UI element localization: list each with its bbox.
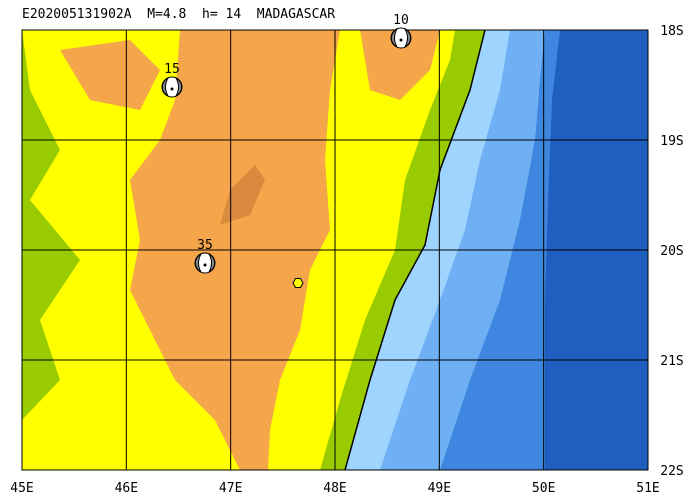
focal-mechanism: 15	[161, 62, 183, 98]
lon-label: 47E	[219, 481, 242, 496]
lat-label: 21S	[660, 354, 683, 369]
p-axis	[203, 263, 207, 267]
depth-label: 35	[197, 238, 213, 253]
map-frame	[21, 29, 649, 471]
compression-quadrant	[161, 76, 183, 98]
coastline	[344, 30, 486, 470]
p-axis	[170, 87, 174, 91]
lon-label: 49E	[428, 481, 451, 496]
lon-label: 48E	[323, 481, 346, 496]
epicenter	[292, 278, 304, 288]
map-title: E202005131902A M=4.8 h= 14 MADAGASCAR	[22, 7, 335, 22]
focal-mechanism: 10	[390, 13, 412, 49]
lon-label: 45E	[10, 481, 33, 496]
graticule	[22, 30, 648, 470]
compression-quadrant	[390, 27, 412, 49]
highland-west	[60, 40, 160, 110]
lon-label: 51E	[636, 481, 659, 496]
lat-label: 22S	[660, 464, 683, 479]
p-axis	[399, 38, 403, 42]
lat-label: 19S	[660, 134, 683, 149]
compression-quadrant	[194, 252, 216, 274]
focal-mechanism: 35	[194, 238, 216, 274]
depth-label: 15	[164, 62, 180, 77]
peak	[220, 165, 265, 225]
depth-label: 10	[393, 13, 409, 28]
lon-label: 50E	[532, 481, 555, 496]
highland-east	[360, 30, 440, 100]
lon-label: 46E	[115, 481, 138, 496]
lat-label: 20S	[660, 244, 683, 259]
lat-label: 18S	[660, 24, 683, 39]
